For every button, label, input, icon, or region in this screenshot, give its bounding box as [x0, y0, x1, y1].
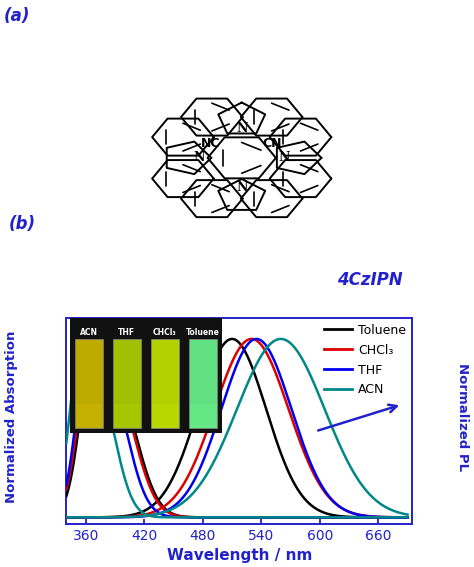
Text: NC: NC: [201, 137, 221, 150]
Text: (a): (a): [3, 7, 30, 26]
Text: N: N: [236, 181, 247, 194]
Text: 4CzIPN: 4CzIPN: [337, 270, 402, 289]
Text: N: N: [236, 122, 247, 135]
Text: (b): (b): [9, 215, 36, 233]
Text: N: N: [193, 151, 205, 164]
Text: CN: CN: [263, 137, 282, 150]
Legend: Toluene, CHCl₃, THF, ACN: Toluene, CHCl₃, THF, ACN: [324, 324, 406, 396]
X-axis label: Wavelength / nm: Wavelength / nm: [167, 548, 312, 562]
Text: Normalized Absorption: Normalized Absorption: [5, 331, 18, 503]
Text: Normalized PL: Normalized PL: [456, 363, 469, 471]
Text: N: N: [279, 151, 290, 164]
